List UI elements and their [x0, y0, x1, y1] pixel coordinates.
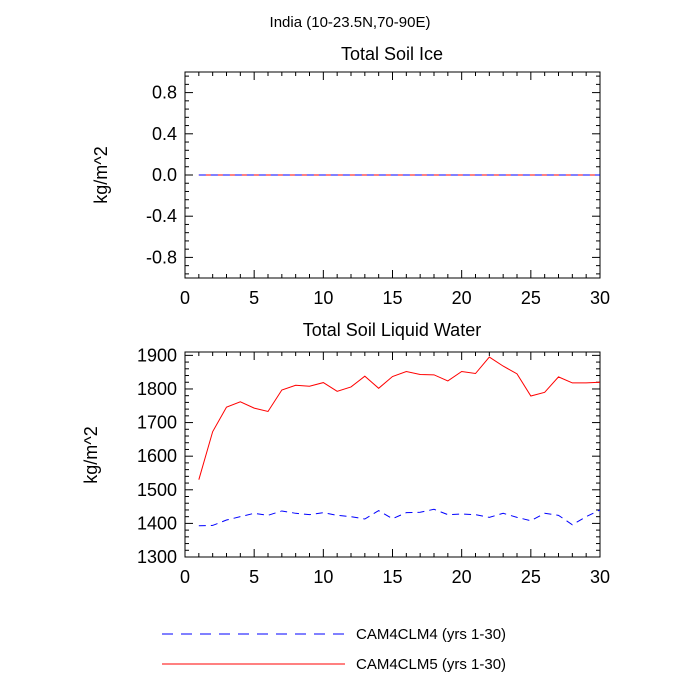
x-tick-label: 10	[313, 567, 333, 587]
panel-soil-ice: Total Soil Ice 0 5 10 15 20 25 30 -0.8 -0.4 0.0 0.…	[91, 44, 610, 308]
legend-label-clm4: CAM4CLM4 (yrs 1-30)	[356, 626, 506, 643]
y-tick-label: 0.0	[152, 165, 177, 185]
x-tick-label: 0	[180, 288, 190, 308]
panel-soil-liquid-ylabel: kg/m^2	[81, 426, 101, 483]
y-tick-label: 1500	[137, 480, 177, 500]
x-tick-label: 15	[382, 567, 402, 587]
x-tick-label: 20	[452, 288, 472, 308]
y-tick-label: 0.4	[152, 124, 177, 144]
y-tick-label: 1600	[137, 446, 177, 466]
y-tick-label: -0.8	[146, 247, 177, 267]
x-tick-label: 25	[521, 288, 541, 308]
x-tick-label: 25	[521, 567, 541, 587]
x-tick-label: 10	[313, 288, 333, 308]
panel-soil-ice-ylabel: kg/m^2	[91, 146, 111, 203]
y-tick-label: 1700	[137, 413, 177, 433]
y-tick-label: 1400	[137, 513, 177, 533]
panel-soil-liquid-title: Total Soil Liquid Water	[303, 320, 481, 340]
legend-label-clm5: CAM4CLM5 (yrs 1-30)	[356, 656, 506, 673]
main-title: India (10-23.5N,70-90E)	[270, 14, 431, 31]
x-tick-label: 5	[249, 288, 259, 308]
x-tick-label: 20	[452, 567, 472, 587]
y-tick-label: 0.8	[152, 83, 177, 103]
y-tick-label: 1300	[137, 547, 177, 567]
legend: CAM4CLM4 (yrs 1-30) CAM4CLM5 (yrs 1-30)	[162, 626, 506, 673]
series-clm4-line	[198, 508, 601, 527]
panel-soil-liquid: Total Soil Liquid Water 0 5 10 15 20 25 30 1300…	[81, 320, 610, 587]
x-tick-label: 0	[180, 567, 190, 587]
panel-soil-ice-title: Total Soil Ice	[341, 44, 443, 64]
x-tick-label: 5	[249, 567, 259, 587]
panel-soil-liquid-plot: 0 5 10 15 20 25 30 1300 1400 1500 1600 1700 1800 1900	[137, 345, 610, 587]
series-clm5-line	[198, 356, 601, 480]
x-tick-label: 30	[590, 567, 610, 587]
y-tick-label: -0.4	[146, 206, 177, 226]
x-tick-label: 30	[590, 288, 610, 308]
x-tick-label: 15	[382, 288, 402, 308]
y-tick-label: 1900	[137, 345, 177, 365]
y-tick-label: 1800	[137, 379, 177, 399]
panel-soil-ice-plot: 0 5 10 15 20 25 30 -0.8 -0.4 0.0 0.4 0.8	[146, 71, 610, 308]
plot-frame	[184, 351, 601, 558]
